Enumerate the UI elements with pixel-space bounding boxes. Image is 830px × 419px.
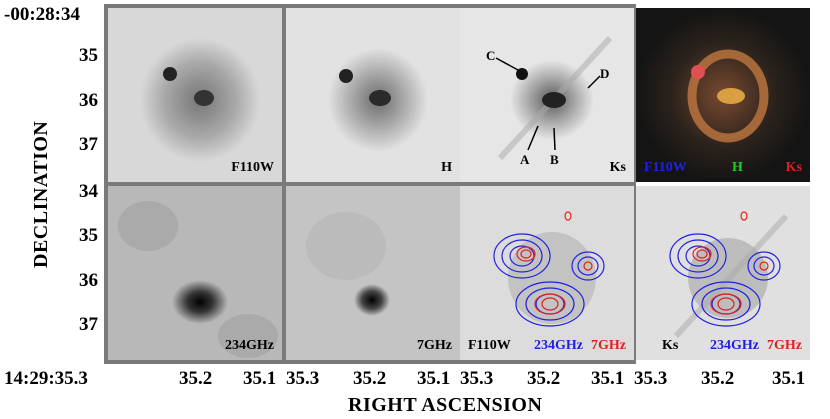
radio-image (306, 212, 390, 316)
ra-tick: 35.2 (353, 368, 387, 389)
ra-tick: 35.2 (701, 368, 735, 389)
panel-f110w: F110W (108, 8, 282, 182)
annotation-b: B (550, 152, 559, 167)
contour-overlay (493, 211, 605, 327)
ra-tick: 35.3 (634, 368, 668, 389)
contour-overlay (669, 211, 789, 339)
ra-tick: 35.2 (179, 368, 213, 389)
ra-first-label: 14:29:35.3 (4, 368, 88, 389)
dec-tick: 35 (79, 45, 98, 66)
galaxy-image (328, 48, 428, 152)
band-label: Ks (609, 160, 626, 175)
dec-tick: 36 (79, 90, 98, 111)
band-label-red: Ks (785, 160, 802, 175)
panel-h: H (286, 8, 460, 182)
band-label-black: Ks (662, 338, 679, 353)
band-label-blue: 234GHz (534, 338, 583, 353)
panel-f110w-contours: F110W 234GHz 7GHz (460, 186, 634, 360)
band-label: 234GHz (225, 338, 274, 353)
dec-tick: 36 (79, 270, 98, 291)
band-label-blue: F110W (644, 160, 687, 175)
dec-tick: 37 (79, 134, 98, 155)
band-label: F110W (231, 160, 274, 175)
galaxy-image (140, 38, 260, 162)
annotation-a: A (520, 152, 530, 167)
annotation-c: C (486, 48, 496, 63)
dec-tick: 35 (79, 225, 98, 246)
dec-axis-title: DECLINATION (30, 120, 52, 268)
ra-tick: 35.2 (527, 368, 561, 389)
ra-tick: 35.3 (460, 368, 494, 389)
band-label-red: 7GHz (767, 338, 802, 353)
dec-tick: 34 (79, 181, 98, 202)
dec-tick: 37 (79, 314, 98, 335)
band-label: H (441, 160, 452, 175)
band-label: 7GHz (417, 338, 452, 353)
galaxy-image (495, 35, 613, 161)
band-label-black: F110W (468, 338, 511, 353)
color-composite-image (636, 8, 810, 182)
panel-ks: C A B D Ks (460, 8, 634, 182)
panel-rgb-composite: F110W H Ks (636, 8, 810, 182)
panel-234ghz: 234GHz (108, 186, 282, 360)
dec-top-label: -00:28:34 (4, 4, 80, 25)
panel-ks-contours: Ks 234GHz 7GHz (636, 186, 810, 360)
radio-image (118, 201, 278, 358)
ra-tick: 35.3 (286, 368, 320, 389)
ra-tick: 35.1 (417, 368, 451, 389)
panel-7ghz: 7GHz (286, 186, 460, 360)
annotation-d: D (600, 66, 610, 81)
band-label-blue: 234GHz (710, 338, 759, 353)
ra-tick: 35.1 (591, 368, 625, 389)
ra-tick: 35.1 (243, 368, 277, 389)
ra-axis-title: RIGHT ASCENSION (348, 394, 543, 416)
band-label-red: 7GHz (591, 338, 626, 353)
ra-tick: 35.1 (772, 368, 806, 389)
band-label-green: H (732, 160, 743, 175)
